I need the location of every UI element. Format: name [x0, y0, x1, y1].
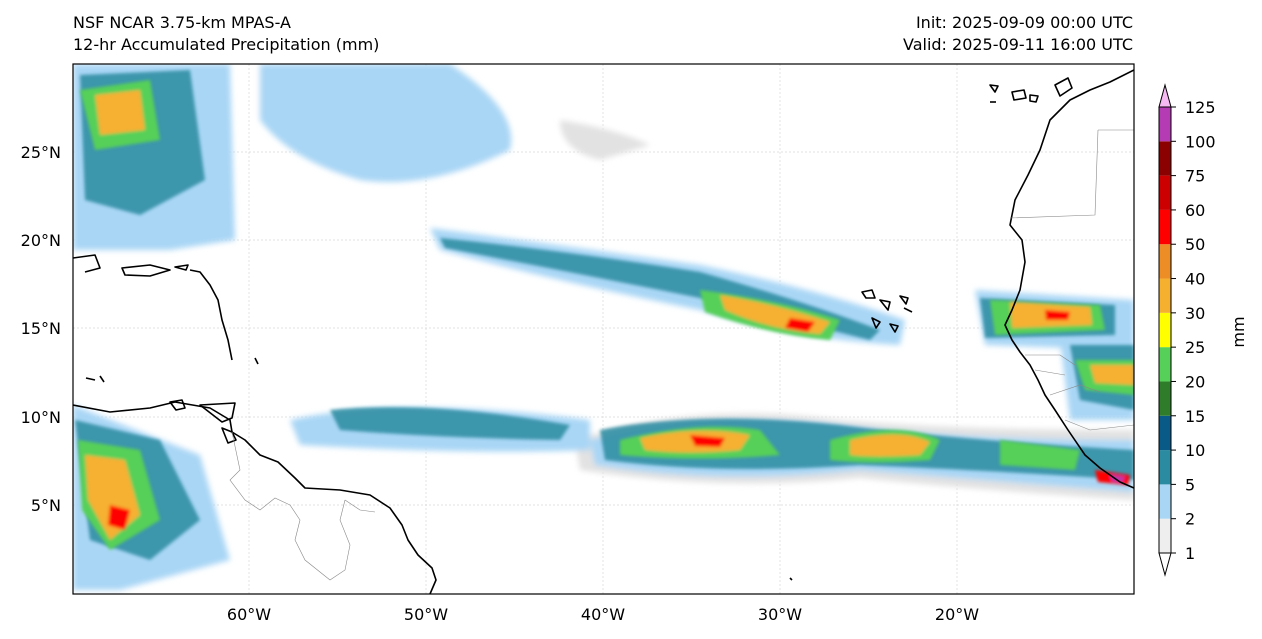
lon-label-40w: 40°W [581, 605, 625, 624]
map-frame [72, 63, 1135, 595]
longitude-labels: 60°W 50°W 40°W 30°W 20°W [227, 605, 979, 624]
lat-label-5n: 5°N [31, 496, 61, 515]
field-name: 12-hr Accumulated Precipitation (mm) [73, 35, 380, 54]
latitude-labels: 25°N 20°N 15°N 10°N 5°N [21, 143, 61, 515]
model-name: NSF NCAR 3.75-km MPAS-A [73, 13, 291, 32]
lat-label-15n: 15°N [21, 319, 61, 338]
lon-label-50w: 50°W [404, 605, 448, 624]
colorbar-level-label: 125 [1185, 98, 1216, 117]
borders [229, 129, 1134, 581]
colorbar-segment [1159, 450, 1171, 485]
time-info: Init: 2025-09-09 00:00 UTC Valid: 2025-0… [903, 12, 1133, 56]
colorbar-segment [1159, 209, 1171, 245]
coastlines [73, 69, 1134, 594]
valid-time: Valid: 2025-09-11 16:00 UTC [902, 35, 1133, 54]
lat-label-20n: 20°N [21, 231, 61, 250]
colorbar-segment [1159, 347, 1171, 382]
colorbar-level-label: 25 [1185, 338, 1205, 357]
lat-label-10n: 10°N [21, 408, 61, 427]
colorbar-level-label: 60 [1185, 201, 1205, 220]
colorbar-segment [1159, 484, 1171, 519]
colorbar-level-label: 1 [1185, 544, 1195, 563]
precip-heavy [78, 80, 1134, 550]
lon-label-20w: 20°W [935, 605, 979, 624]
colorbar-segment [1159, 518, 1171, 553]
lon-label-60w: 60°W [227, 605, 271, 624]
colorbar-segment [1159, 415, 1171, 451]
colorbar-outline [1158, 106, 1172, 554]
colorbar-segment [1159, 381, 1171, 416]
colorbar-level-label: 10 [1185, 441, 1205, 460]
init-time: Init: 2025-09-09 00:00 UTC [915, 13, 1133, 32]
colorbar-extension-low [1158, 552, 1172, 577]
colorbar-level-label: 100 [1185, 132, 1216, 151]
colorbar-segment [1159, 141, 1171, 176]
colorbar-unit-label: mm [1229, 316, 1248, 347]
colorbar-segment [1159, 244, 1171, 279]
colorbar-segment [1159, 278, 1171, 313]
colorbar-level-label: 75 [1185, 167, 1205, 186]
colorbar-extension-high [1158, 83, 1172, 108]
map-title: NSF NCAR 3.75-km MPAS-A 12-hr Accumulate… [73, 12, 379, 56]
lon-label-30w: 30°W [758, 605, 802, 624]
colorbar-level-label: 20 [1185, 372, 1205, 391]
colorbar-level-label: 15 [1185, 407, 1205, 426]
colorbar-segment [1159, 312, 1171, 348]
map-content [73, 64, 1134, 594]
colorbar-level-label: 2 [1185, 510, 1195, 529]
colorbar-level-label: 50 [1185, 235, 1205, 254]
colorbar-level-label: 40 [1185, 270, 1205, 289]
lat-label-25n: 25°N [21, 143, 61, 162]
colorbar-level-label: 30 [1185, 304, 1205, 323]
colorbar-segment [1159, 175, 1171, 210]
colorbar-segment [1159, 107, 1171, 142]
colorbar-level-label: 5 [1185, 475, 1195, 494]
